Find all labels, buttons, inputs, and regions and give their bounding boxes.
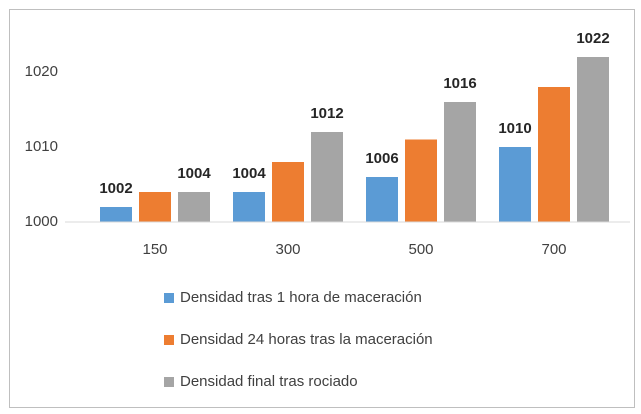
- x-tick-label: 500: [408, 241, 433, 258]
- value-label: 1012: [310, 105, 343, 122]
- bar: [577, 57, 609, 222]
- y-tick-label: 1020: [25, 63, 58, 80]
- x-tick-label: 150: [142, 241, 167, 258]
- legend-label: Densidad 24 horas tras la maceración: [180, 331, 433, 348]
- legend-swatch: [164, 293, 174, 303]
- value-label: 1010: [498, 120, 531, 137]
- value-label: 1022: [576, 30, 609, 47]
- legend-label: Densidad tras 1 hora de maceración: [180, 289, 422, 306]
- bar: [366, 177, 398, 222]
- bar: [311, 132, 343, 222]
- bar: [499, 147, 531, 222]
- x-tick-label: 300: [275, 241, 300, 258]
- bar: [178, 192, 210, 222]
- legend-swatch: [164, 335, 174, 345]
- value-label: 1004: [177, 165, 211, 182]
- y-tick-label: 1000: [25, 213, 58, 230]
- bar: [100, 207, 132, 222]
- bar: [139, 192, 171, 222]
- bar: [538, 87, 570, 222]
- value-label: 1002: [99, 180, 132, 197]
- legend-label: Densidad final tras rociado: [180, 373, 358, 390]
- bar: [405, 139, 437, 222]
- x-tick-label: 700: [541, 241, 566, 258]
- bar: [272, 162, 304, 222]
- bar: [444, 102, 476, 222]
- y-tick-label: 1010: [25, 138, 58, 155]
- value-label: 1016: [443, 75, 476, 92]
- value-label: 1006: [365, 150, 398, 167]
- legend-swatch: [164, 377, 174, 387]
- value-label: 1004: [232, 165, 266, 182]
- bar: [233, 192, 265, 222]
